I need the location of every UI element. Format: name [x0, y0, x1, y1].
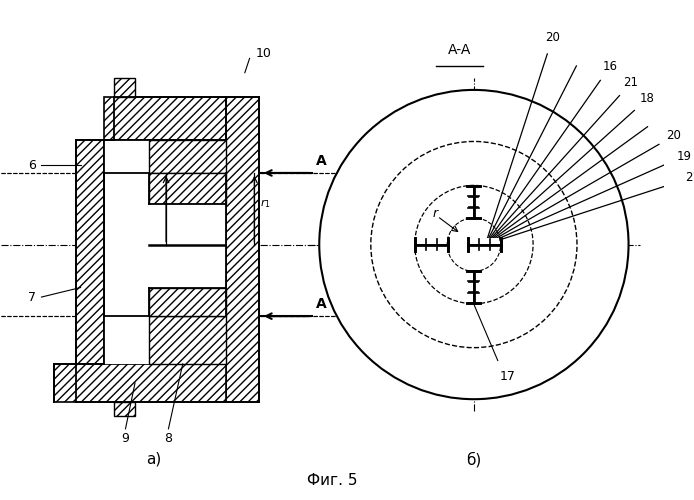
Text: 21: 21: [685, 171, 694, 184]
Text: 9: 9: [121, 432, 129, 445]
Text: 19: 19: [677, 150, 692, 162]
Text: 6: 6: [28, 159, 36, 172]
Text: 17: 17: [500, 370, 515, 382]
Text: 20: 20: [545, 31, 560, 44]
Circle shape: [319, 90, 629, 399]
Bar: [468, 188, 480, 216]
Text: 16: 16: [602, 60, 618, 73]
Text: 10: 10: [256, 47, 272, 60]
Bar: [105, 316, 149, 364]
Text: 18: 18: [640, 92, 654, 106]
Text: A: A: [316, 298, 327, 312]
Bar: [149, 173, 226, 204]
Bar: [54, 364, 226, 402]
Bar: [149, 288, 226, 316]
Text: Фиг. 5: Фиг. 5: [307, 473, 358, 488]
Bar: [105, 140, 149, 173]
Bar: [149, 140, 226, 173]
Bar: [105, 288, 226, 316]
Text: $r$: $r$: [432, 208, 439, 220]
Text: 21: 21: [623, 76, 638, 90]
Bar: [105, 96, 226, 140]
Bar: [149, 316, 226, 364]
Bar: [149, 204, 226, 288]
Bar: [76, 140, 105, 364]
Bar: [105, 140, 149, 364]
Bar: [105, 140, 226, 173]
Bar: [114, 78, 135, 96]
Text: A: A: [316, 154, 327, 168]
Text: а): а): [146, 452, 162, 467]
Bar: [471, 238, 499, 251]
Bar: [226, 96, 259, 402]
Bar: [417, 238, 446, 251]
Text: A-A: A-A: [448, 43, 471, 57]
Text: 8: 8: [164, 432, 172, 445]
Text: $r_0$: $r_0$: [174, 202, 185, 215]
Text: б): б): [466, 452, 482, 467]
Bar: [114, 402, 135, 416]
Text: $r_1$: $r_1$: [260, 198, 271, 210]
Text: 7: 7: [28, 290, 36, 304]
Bar: [468, 273, 480, 302]
Text: 20: 20: [666, 129, 682, 142]
